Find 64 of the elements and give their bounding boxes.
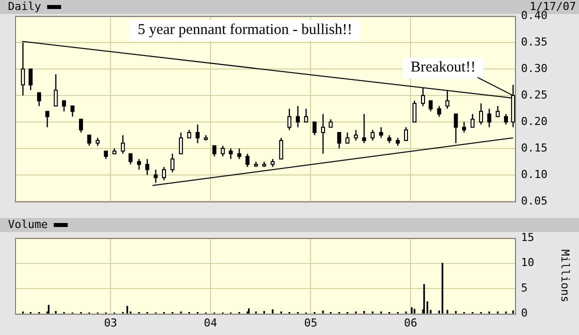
candlestick bbox=[87, 134, 92, 146]
candlestick bbox=[362, 113, 366, 144]
candlestick bbox=[196, 124, 200, 144]
candlestick bbox=[487, 108, 492, 128]
candlestick bbox=[70, 105, 75, 118]
candlestick bbox=[370, 129, 375, 142]
y-tick-label: 0.25 bbox=[521, 88, 548, 102]
y-tick-label: 5 bbox=[521, 281, 528, 294]
candlestick bbox=[337, 132, 342, 150]
x-tick-label: 05 bbox=[304, 316, 318, 330]
candlestick bbox=[304, 108, 308, 123]
candlestick bbox=[128, 153, 133, 165]
candlestick bbox=[212, 145, 216, 157]
legend-label: Daily bbox=[8, 0, 42, 13]
candlestick bbox=[428, 100, 433, 112]
candlestick bbox=[412, 100, 417, 123]
candlestick bbox=[178, 132, 183, 154]
candlestick bbox=[454, 113, 458, 144]
y-tick-label: 0.20 bbox=[521, 114, 548, 128]
annotation: Breakout!! bbox=[410, 59, 476, 76]
y-tick-label: 0.35 bbox=[521, 35, 548, 48]
candlestick bbox=[170, 153, 174, 173]
candlestick bbox=[296, 105, 300, 128]
candlestick bbox=[45, 110, 50, 128]
candlestick bbox=[470, 113, 475, 128]
candlestick bbox=[462, 121, 466, 134]
y-tick-label: 10 bbox=[521, 256, 534, 270]
y-tick-label: 0.30 bbox=[521, 62, 548, 75]
candlestick bbox=[37, 92, 42, 107]
legend-label: Volume bbox=[8, 218, 48, 231]
candlestick bbox=[312, 121, 317, 136]
candlestick bbox=[28, 68, 33, 91]
candlestick bbox=[162, 166, 166, 181]
candlestick bbox=[228, 148, 233, 160]
candlestick bbox=[237, 148, 242, 160]
candlestick bbox=[504, 113, 508, 126]
candlestick bbox=[145, 158, 150, 176]
candlestick bbox=[54, 74, 58, 107]
candlestick bbox=[245, 153, 250, 168]
y-tick-label: 0 bbox=[521, 306, 528, 320]
y-tick-label: 0.05 bbox=[521, 194, 548, 208]
candlestick bbox=[62, 100, 66, 112]
candlestick bbox=[220, 145, 225, 157]
candlestick bbox=[404, 126, 408, 142]
candlestick bbox=[287, 108, 292, 130]
y-tick-label: 0.10 bbox=[521, 168, 548, 181]
candlestick bbox=[137, 158, 142, 170]
candlestick bbox=[279, 137, 284, 160]
annotation: 5 year pennant formation - bullish!! bbox=[138, 22, 352, 38]
x-tick-label: 04 bbox=[204, 316, 218, 330]
y-axis-title: Millions bbox=[558, 249, 572, 302]
candlestick bbox=[496, 105, 500, 118]
candlestick bbox=[479, 102, 484, 126]
candlestick bbox=[78, 118, 83, 134]
candlestick bbox=[321, 113, 326, 154]
x-tick-label: 03 bbox=[104, 316, 118, 330]
y-tick-label: 15 bbox=[521, 230, 534, 244]
x-tick-label: 06 bbox=[404, 316, 418, 330]
candlestick bbox=[379, 126, 384, 138]
candlestick bbox=[437, 105, 442, 118]
candlestick bbox=[354, 129, 358, 142]
candlestick bbox=[345, 132, 350, 144]
y-tick-label: 0.15 bbox=[521, 141, 548, 154]
candlestick bbox=[120, 134, 125, 154]
